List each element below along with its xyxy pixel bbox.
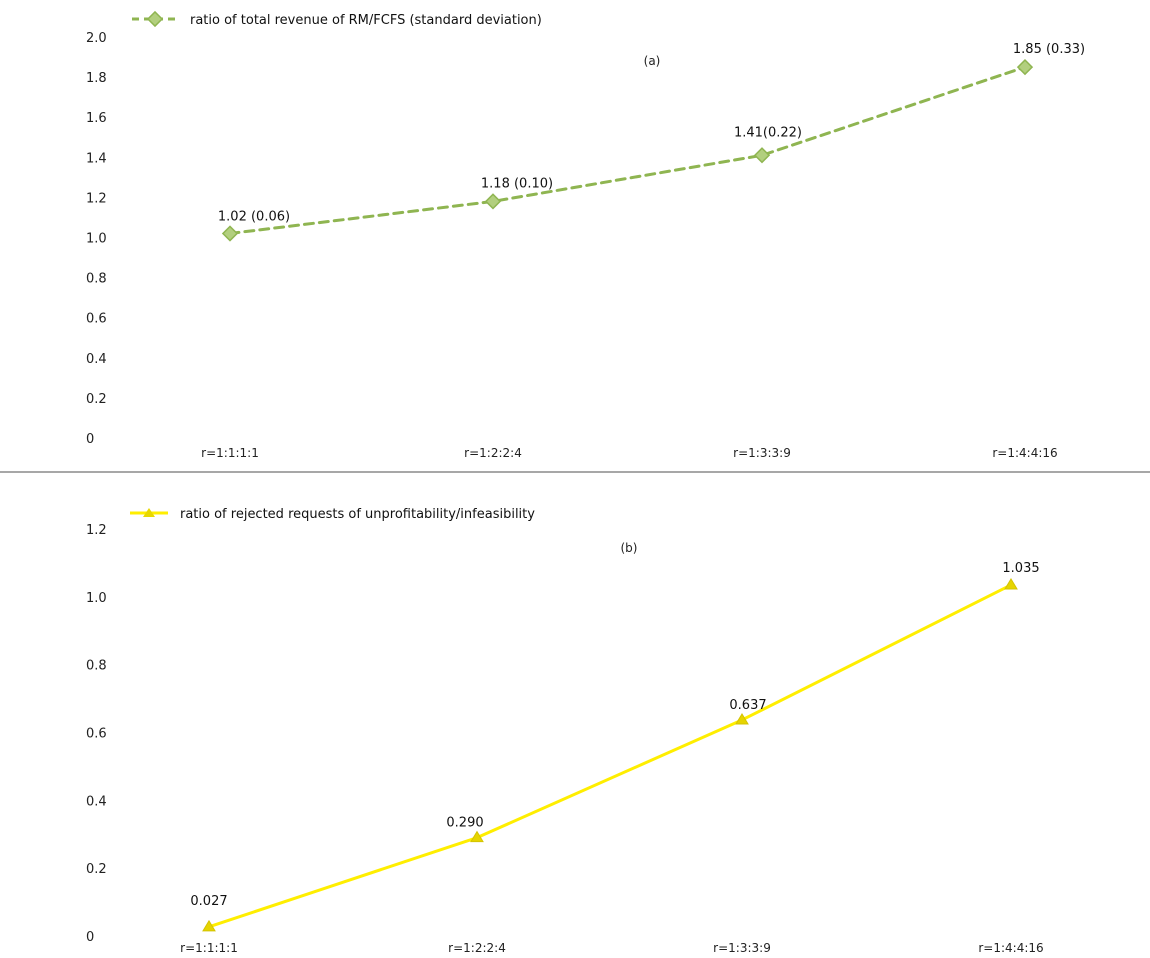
y-tick-label: 2.0 <box>86 31 107 46</box>
data-label: 1.035 <box>1002 561 1039 576</box>
x-tick-label: r=1:2:2:4 <box>448 941 506 955</box>
y-tick-label: 1.2 <box>86 523 107 538</box>
panel-label-a: (a) <box>644 54 661 68</box>
y-tick-label: 0.2 <box>86 862 107 877</box>
y-tick-label: 0.4 <box>86 794 107 809</box>
y-tick-label: 1.8 <box>86 71 107 86</box>
y-tick-label: 0.6 <box>86 312 107 327</box>
data-point-marker <box>1004 577 1018 590</box>
legend-a: ratio of total revenue of RM/FCFS (stand… <box>132 10 542 28</box>
y-tick-label: 1.0 <box>86 591 107 606</box>
y-tick-label: 1.2 <box>86 191 107 206</box>
y-tick-label: 0.8 <box>86 659 107 674</box>
x-axis-ticks-a: r=1:1:1:1 r=1:2:2:4 r=1:3:3:9 r=1:4:4:16 <box>201 446 1057 460</box>
data-point-marker <box>470 830 484 843</box>
data-label: 1.41(0.22) <box>734 125 802 140</box>
series-line <box>228 65 1027 235</box>
y-axis-ticks-a: 0 0.2 0.4 0.6 0.8 1.0 1.2 1.4 1.6 1.8 2.0 <box>86 31 107 447</box>
y-tick-label: 0.4 <box>86 352 107 367</box>
data-point-marker <box>1016 58 1034 76</box>
data-label: 1.02 (0.06) <box>218 209 290 224</box>
x-tick-label: r=1:2:2:4 <box>464 446 522 460</box>
x-axis-ticks-b: r=1:1:1:1 r=1:2:2:4 r=1:3:3:9 r=1:4:4:16 <box>180 941 1043 955</box>
x-tick-label: r=1:3:3:9 <box>713 941 771 955</box>
x-tick-label: r=1:4:4:16 <box>978 941 1043 955</box>
legend-a-marker <box>146 10 164 28</box>
y-tick-label: 1.0 <box>86 232 107 247</box>
legend-b: ratio of rejected requests of unprofitab… <box>130 507 535 522</box>
data-point-marker <box>735 712 749 725</box>
data-point-marker <box>753 147 771 164</box>
series-b: 0.027 0.290 0.637 1.035 <box>190 561 1040 932</box>
x-tick-label: r=1:1:1:1 <box>201 446 259 460</box>
legend-a-label: ratio of total revenue of RM/FCFS (stand… <box>190 13 542 28</box>
y-axis-ticks-b: 0 0.2 0.4 0.6 0.8 1.0 1.2 <box>86 523 107 945</box>
panel-label-b: (b) <box>621 541 638 555</box>
data-label: 0.290 <box>446 816 483 831</box>
series-a: 1.02 (0.06) 1.18 (0.10) 1.41(0.22) 1.85 (0.… <box>218 42 1085 242</box>
data-point-marker <box>221 225 239 242</box>
y-tick-label: 1.6 <box>86 111 107 126</box>
data-point-marker <box>202 919 216 932</box>
x-tick-label: r=1:4:4:16 <box>992 446 1057 460</box>
legend-b-marker <box>143 508 155 517</box>
y-tick-label: 0 <box>86 432 94 447</box>
y-tick-label: 0.6 <box>86 727 107 742</box>
chart-panel-b: ratio of rejected requests of unprofitab… <box>86 507 1044 955</box>
legend-b-label: ratio of rejected requests of unprofitab… <box>180 507 535 522</box>
data-label: 0.027 <box>190 894 227 909</box>
y-tick-label: 0.2 <box>86 392 107 407</box>
y-tick-label: 1.4 <box>86 151 107 166</box>
data-label: 1.18 (0.10) <box>481 176 553 191</box>
y-tick-label: 0 <box>86 930 94 945</box>
x-tick-label: r=1:3:3:9 <box>733 446 791 460</box>
series-line <box>207 583 1013 929</box>
data-label: 0.637 <box>729 698 766 713</box>
x-tick-label: r=1:1:1:1 <box>180 941 238 955</box>
data-point-marker <box>484 193 502 210</box>
y-tick-label: 0.8 <box>86 272 107 287</box>
data-label: 1.85 (0.33) <box>1013 42 1085 57</box>
chart-panel-a: ratio of total revenue of RM/FCFS (stand… <box>86 10 1085 460</box>
